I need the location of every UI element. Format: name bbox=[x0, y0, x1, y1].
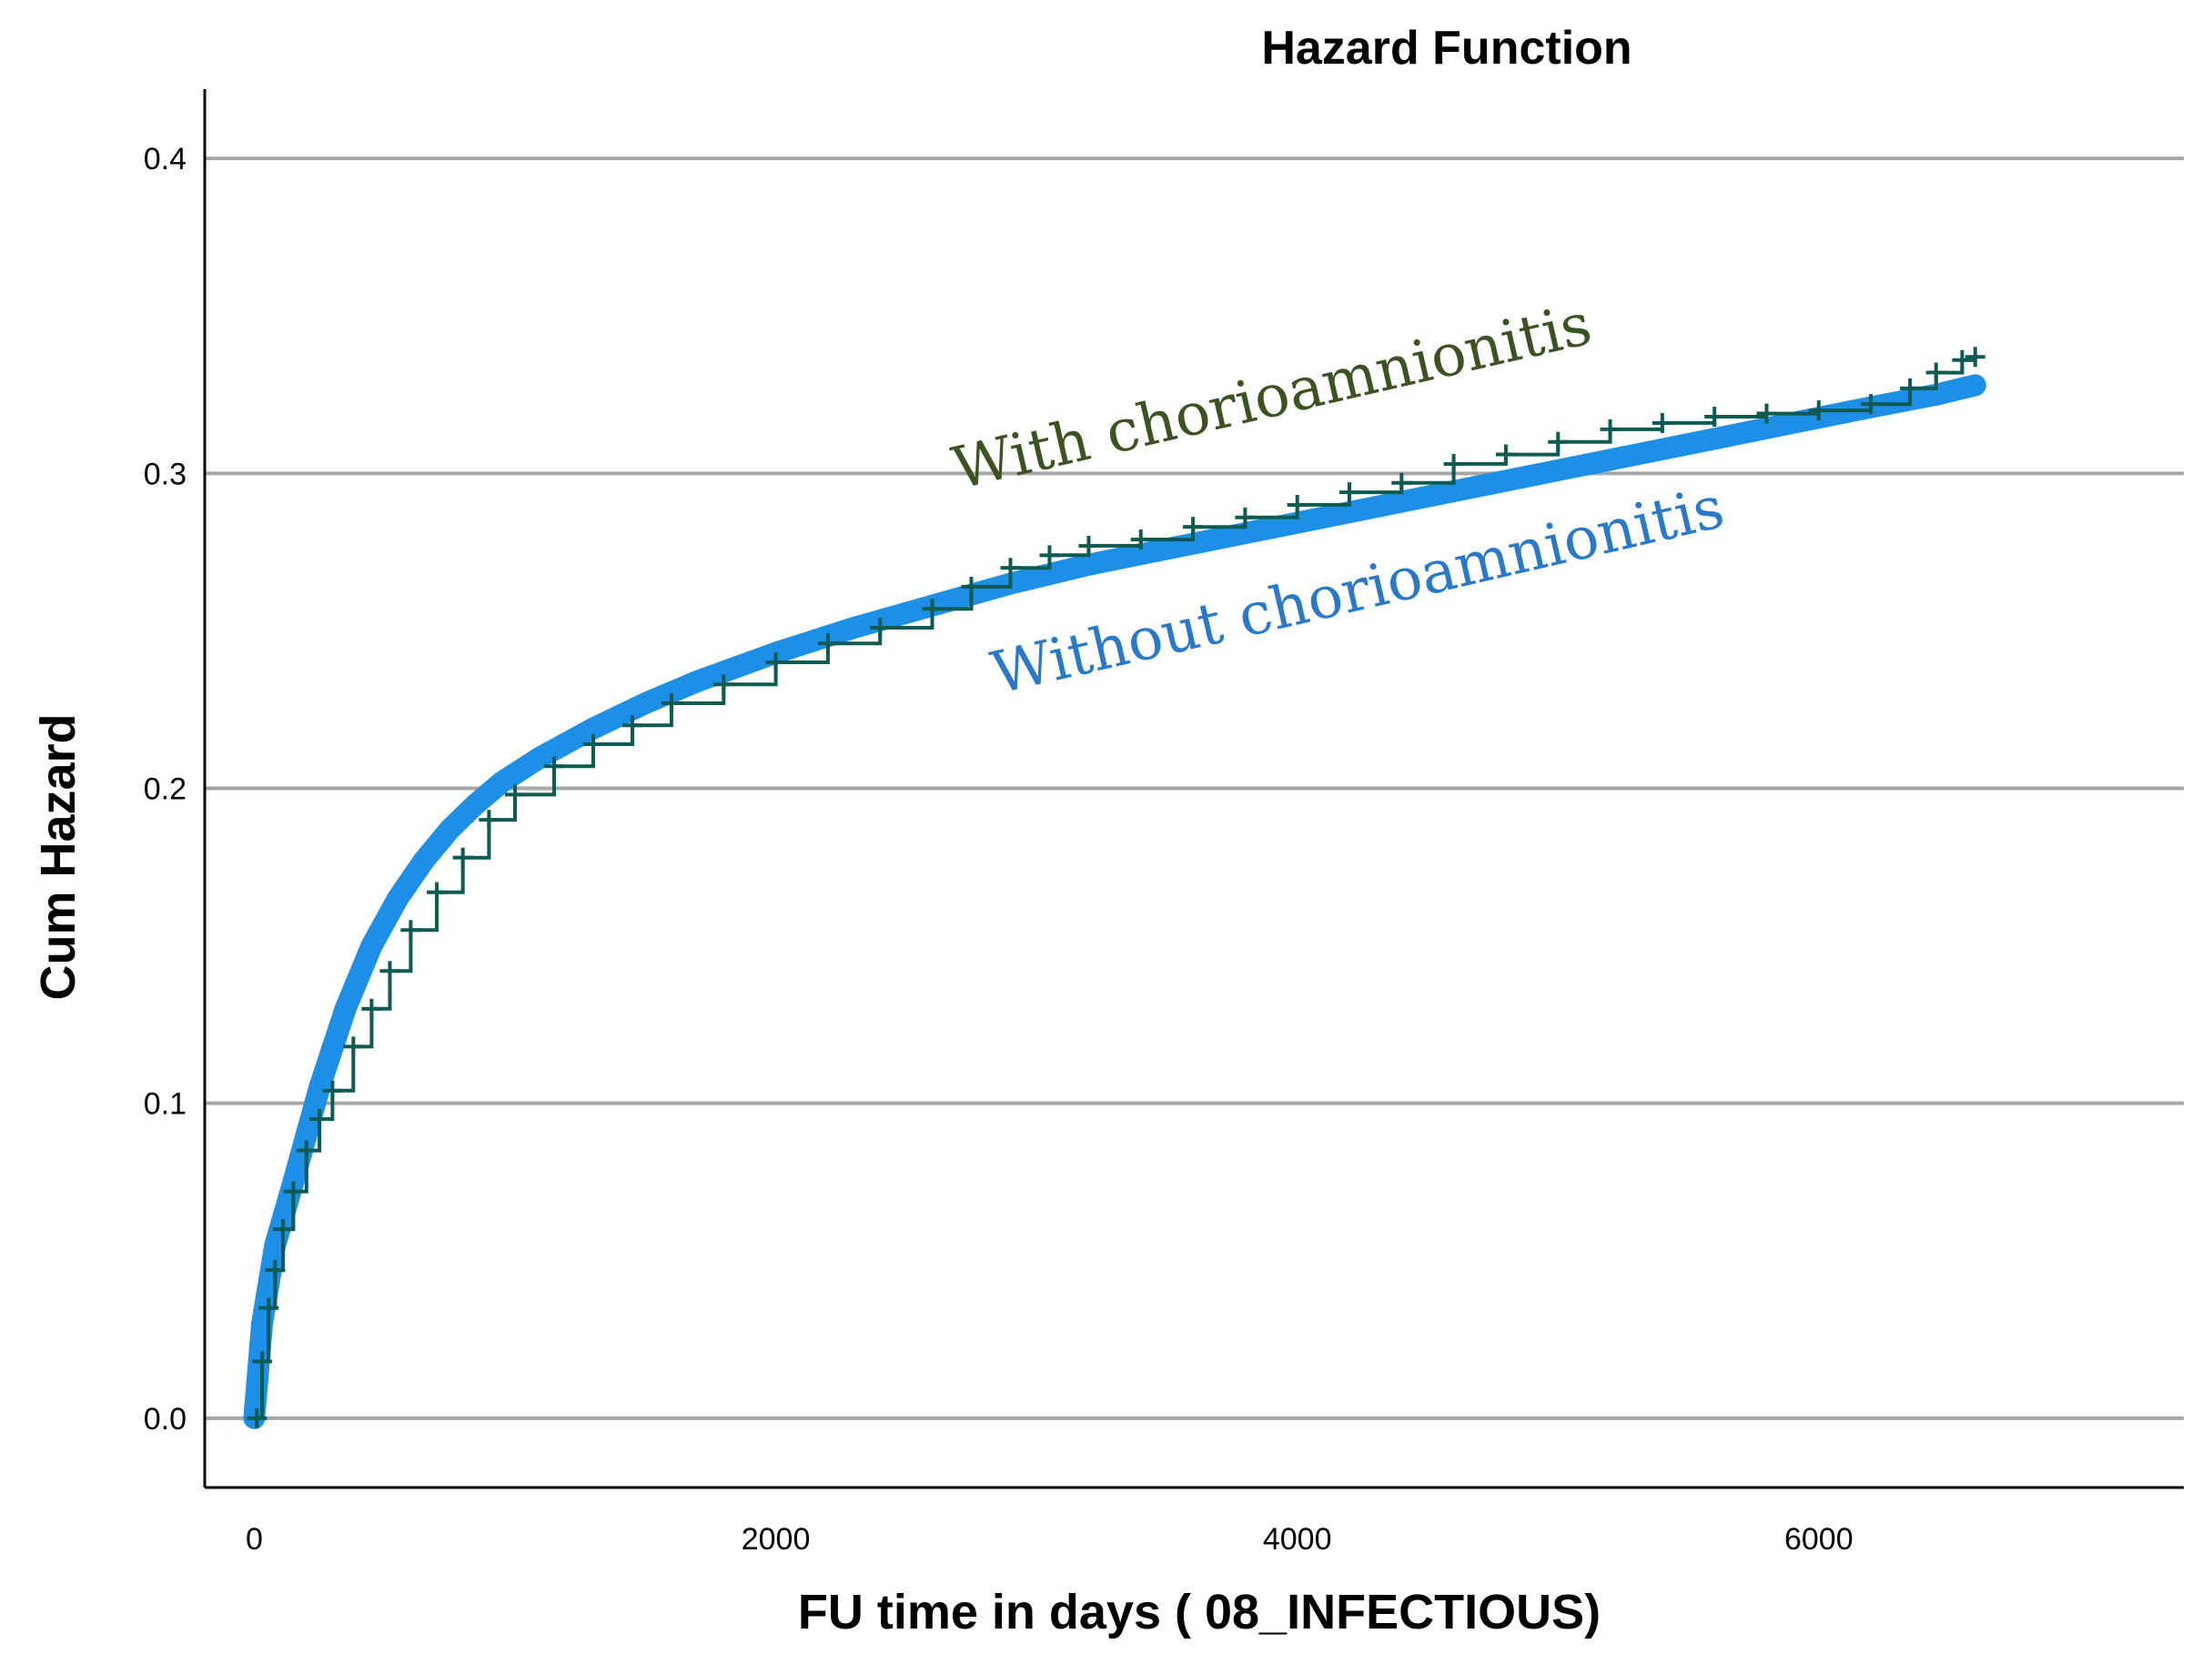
censor-mark bbox=[379, 961, 400, 982]
censor-mark bbox=[1600, 419, 1621, 439]
censor-mark bbox=[1808, 400, 1829, 421]
censor-mark bbox=[1130, 529, 1151, 550]
censor-mark bbox=[1495, 444, 1516, 465]
censor-mark bbox=[543, 756, 564, 777]
censor-mark bbox=[252, 1351, 273, 1372]
censor-mark bbox=[479, 810, 500, 831]
axes bbox=[203, 89, 2184, 1489]
censor-mark bbox=[1952, 349, 1973, 370]
censor-mark bbox=[922, 599, 943, 620]
censor-mark bbox=[296, 1140, 317, 1161]
y-tick-label-3: 0.3 bbox=[144, 457, 187, 491]
chart-title: Hazard Function bbox=[1261, 22, 1631, 75]
censor-mark bbox=[713, 674, 734, 695]
tick-labels: 0.0 0.1 0.2 0.3 0.4 0 2000 4000 6000 bbox=[144, 142, 1853, 1557]
x-tick-label-2: 4000 bbox=[1263, 1522, 1332, 1557]
censor-mark bbox=[582, 734, 603, 755]
censor-mark bbox=[1925, 362, 1946, 383]
censor-mark bbox=[283, 1181, 304, 1202]
censor-mark bbox=[1443, 453, 1464, 474]
censor-mark bbox=[361, 998, 382, 1019]
censor-mark bbox=[1078, 535, 1099, 556]
censor-mark bbox=[265, 1260, 286, 1281]
x-tick-label-3: 6000 bbox=[1784, 1522, 1853, 1557]
censor-mark bbox=[322, 1080, 343, 1101]
x-tick-label-1: 2000 bbox=[742, 1522, 811, 1557]
censor-mark bbox=[309, 1108, 330, 1129]
censor-mark bbox=[1287, 494, 1308, 515]
gridlines bbox=[205, 156, 2184, 1420]
y-tick-label-4: 0.4 bbox=[144, 142, 187, 176]
y-tick-label-0: 0.0 bbox=[144, 1402, 187, 1437]
censor-mark bbox=[272, 1219, 293, 1240]
censor-mark bbox=[1651, 412, 1672, 433]
censor-mark bbox=[1235, 507, 1256, 528]
censor-mark bbox=[1391, 472, 1412, 493]
censor-mark bbox=[1900, 378, 1921, 398]
x-axis-label: FU time in days ( 08_INFECTIOUS) bbox=[798, 1585, 1601, 1639]
censor-mark bbox=[247, 1407, 268, 1428]
censor-mark bbox=[400, 920, 421, 941]
censor-mark bbox=[505, 784, 526, 805]
censor-mark bbox=[1548, 431, 1569, 452]
y-axis-label: Cum Hazard bbox=[31, 713, 86, 1000]
censor-mark bbox=[343, 1036, 364, 1057]
series-with-chorioamnionitis bbox=[247, 347, 1985, 1428]
censor-mark bbox=[1704, 407, 1725, 428]
censor-mark bbox=[1339, 482, 1360, 503]
censor-mark bbox=[1965, 347, 1985, 368]
x-tick-label-0: 0 bbox=[246, 1522, 263, 1557]
y-tick-label-2: 0.2 bbox=[144, 772, 187, 807]
censor-mark bbox=[1861, 394, 1882, 415]
y-tick-label-1: 0.1 bbox=[144, 1087, 187, 1122]
censor-mark bbox=[661, 693, 682, 714]
censor-mark bbox=[427, 882, 448, 903]
censor-mark bbox=[1183, 517, 1204, 538]
censor-mark bbox=[817, 633, 838, 654]
censor-mark bbox=[1756, 403, 1777, 424]
censor-mark bbox=[1039, 545, 1060, 566]
censor-mark bbox=[961, 576, 982, 597]
censor-mark bbox=[1000, 558, 1021, 579]
censor-mark bbox=[452, 847, 473, 868]
censor-mark bbox=[870, 617, 891, 638]
censor-mark bbox=[258, 1297, 279, 1318]
censor-mark bbox=[765, 652, 786, 673]
censor-mark bbox=[621, 715, 642, 736]
